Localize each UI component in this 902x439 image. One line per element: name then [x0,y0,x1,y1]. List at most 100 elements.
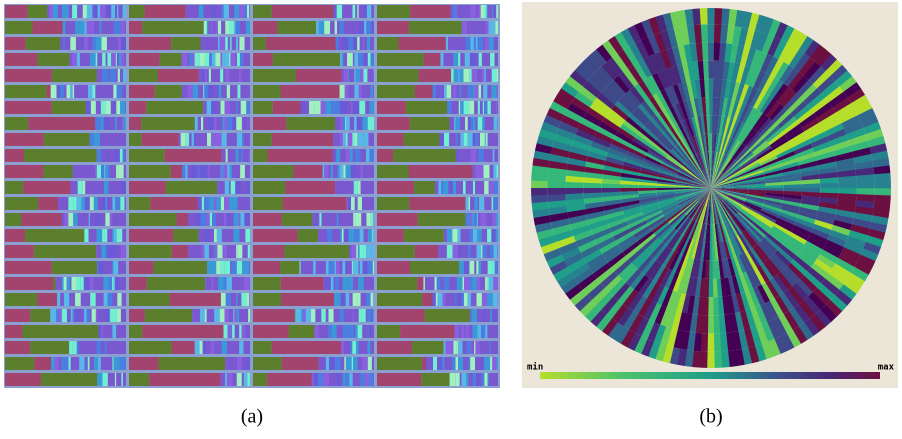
strip-segment [253,149,268,162]
caption: (b) [699,406,722,428]
strip-stripe [324,21,330,34]
strip-stripe [116,101,120,114]
strip-stripe [348,69,349,82]
strip-stripe [458,229,461,242]
strip-stripe [472,213,474,226]
strip-stripe [329,261,335,274]
strip-stripe [354,53,358,66]
strip-segment [145,309,192,322]
strip-stripe [107,53,111,66]
strip-stripe [83,5,87,18]
strip-stripe [231,181,236,194]
strip-stripe [237,309,239,322]
strip-stripe [104,229,107,242]
strip-segment [403,133,439,146]
strip-stripe [339,293,341,306]
strip-stripe [444,133,449,146]
strip-segment [129,53,160,66]
strip-stripe [200,309,205,322]
strip-stripe [478,165,483,178]
strip-stripe [354,85,358,98]
strip-stripe [346,293,350,306]
strip-stripe [240,53,243,66]
radial-cell [707,6,715,24]
strip-stripe [458,69,459,82]
strip-stripe [340,85,345,98]
strip-segment [273,101,301,114]
strip-segment [28,5,48,18]
strip-stripe [338,165,340,178]
strip-segment [155,85,182,98]
strip-stripe [346,149,351,162]
strip-stripe [457,341,458,354]
strip-stripe [474,197,477,210]
strip-stripe [57,293,60,306]
strip-stripe [101,245,105,258]
strip-stripe [473,117,476,130]
strip-stripe [49,5,53,18]
strip-segment [377,373,421,386]
strip-stripe [366,149,370,162]
strip-stripe [86,101,91,114]
strip-stripe [229,181,230,194]
strip-segment [5,37,26,50]
strip-stripe [101,117,104,130]
strip-stripe [192,165,196,178]
strip-stripe [496,229,498,242]
strip-stripe [62,277,64,290]
strip-segment [253,101,273,114]
strip-stripe [321,309,325,322]
strip-stripe [360,229,364,242]
strip-stripe [480,101,481,114]
strip-segment [129,213,176,226]
strip-stripe [120,197,124,210]
strip-stripe [373,309,374,322]
strip-stripe [491,85,496,98]
radial-cell [529,195,548,204]
strip-stripe [440,53,443,66]
strip-segment [41,373,97,386]
strip-stripe [189,53,192,66]
strip-stripe [456,5,457,18]
strip-stripe [489,277,494,290]
strip-stripe [349,373,352,386]
strip-stripe [114,21,119,34]
strip-stripe [118,229,122,242]
strip-segment [142,133,179,146]
strip-stripe [345,101,347,114]
strip-stripe [365,53,368,66]
strip-stripe [313,261,316,274]
strip-stripe [443,357,444,370]
strip-stripe [485,277,488,290]
strip-stripe [450,373,456,386]
strip-stripe [224,165,228,178]
strip-stripe [186,133,189,146]
strip-stripe [326,261,329,274]
strip-stripe [312,373,314,386]
strip-stripe [104,117,109,130]
radial-cell [602,188,620,193]
strip-stripe [336,37,339,50]
strip-stripe [487,101,490,114]
strip-stripe [80,277,84,290]
strip-stripe [107,245,112,258]
strip-segment [129,341,172,354]
strip-stripe [473,229,477,242]
strip-stripe [224,277,227,290]
strip-stripe [449,181,453,194]
strip-stripe [352,261,353,274]
strip-stripe [461,373,466,386]
strip-stripe [108,165,110,178]
strip-stripe [447,101,451,114]
strip-stripe [212,53,215,66]
strip-segment [377,229,404,242]
strip-segment [129,277,147,290]
strip-stripe [345,165,350,178]
strip-stripe [203,341,206,354]
strip-stripe [216,21,218,34]
strip-stripe [215,53,220,66]
strip-stripe [242,261,245,274]
strip-stripe [455,357,458,370]
strip-stripe [224,261,230,274]
strip-stripe [101,325,103,338]
